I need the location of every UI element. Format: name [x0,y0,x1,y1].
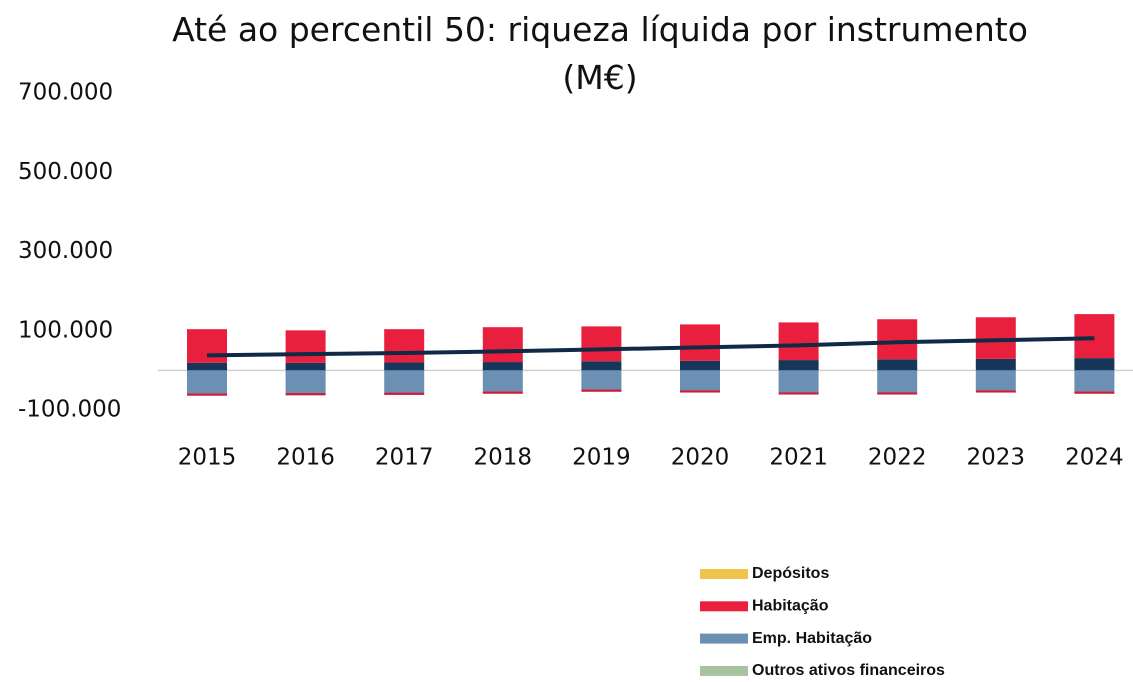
bar [581,389,622,392]
bar [680,370,720,391]
x-tick-label: 2021 [769,445,828,471]
legend-label: Habitação [752,598,829,615]
bar [975,390,1016,393]
bar [778,370,819,393]
bar [187,370,227,394]
legend-label: Outros ativos financeiros [752,662,945,679]
bar [680,390,720,393]
bar [877,359,918,371]
bar [877,319,918,360]
bar [187,362,227,371]
x-tick-label: 2019 [572,445,631,471]
y-tick-label: 500.000 [18,159,113,185]
bar [482,362,523,371]
legend-swatch [700,633,748,644]
bar [285,330,326,363]
x-tick-label: 2016 [276,445,335,471]
legend-swatch [700,665,748,676]
bar [877,392,918,395]
bar [778,322,819,361]
bar [384,370,425,393]
bar [187,329,227,363]
bar [581,326,622,362]
bar [581,370,622,390]
bar [482,391,523,394]
bar [975,370,1016,391]
bar [975,358,1016,371]
x-tick-label: 2020 [671,445,730,471]
bar [285,392,326,396]
bar [680,360,720,371]
x-tick-label: 2023 [967,445,1026,471]
bar [1074,370,1115,392]
x-tick-label: 2015 [178,445,237,471]
bar [384,329,425,363]
bar [877,370,918,393]
bar [1074,391,1115,394]
bar [187,393,227,396]
bar [482,327,523,363]
y-tick-label: -100.000 [18,397,121,423]
bar [285,362,326,371]
y-tick-label: 700.000 [18,80,113,106]
bar [1074,358,1115,371]
bar [778,360,819,371]
bar [680,324,720,361]
legend-swatch [700,601,748,612]
x-tick-label: 2018 [474,445,533,471]
legend-swatch [700,569,748,579]
chart-title: Até ao percentil 50: riqueza líquida por… [172,10,1028,97]
x-tick-label: 2022 [868,445,927,471]
bar [581,361,622,371]
x-tick-label: 2024 [1065,445,1124,471]
y-tick-label: 300.000 [18,238,113,264]
legend-label: Emp. Habitação [752,630,872,647]
bar [384,362,425,371]
bar [778,392,819,395]
line [206,336,1095,358]
bar [1074,314,1115,359]
x-tick-label: 2017 [375,445,434,471]
bar [384,392,425,395]
y-tick-label: 100.000 [18,317,113,343]
bar [482,370,523,392]
legend-label: Depósitos [752,565,829,582]
bar [285,370,326,393]
